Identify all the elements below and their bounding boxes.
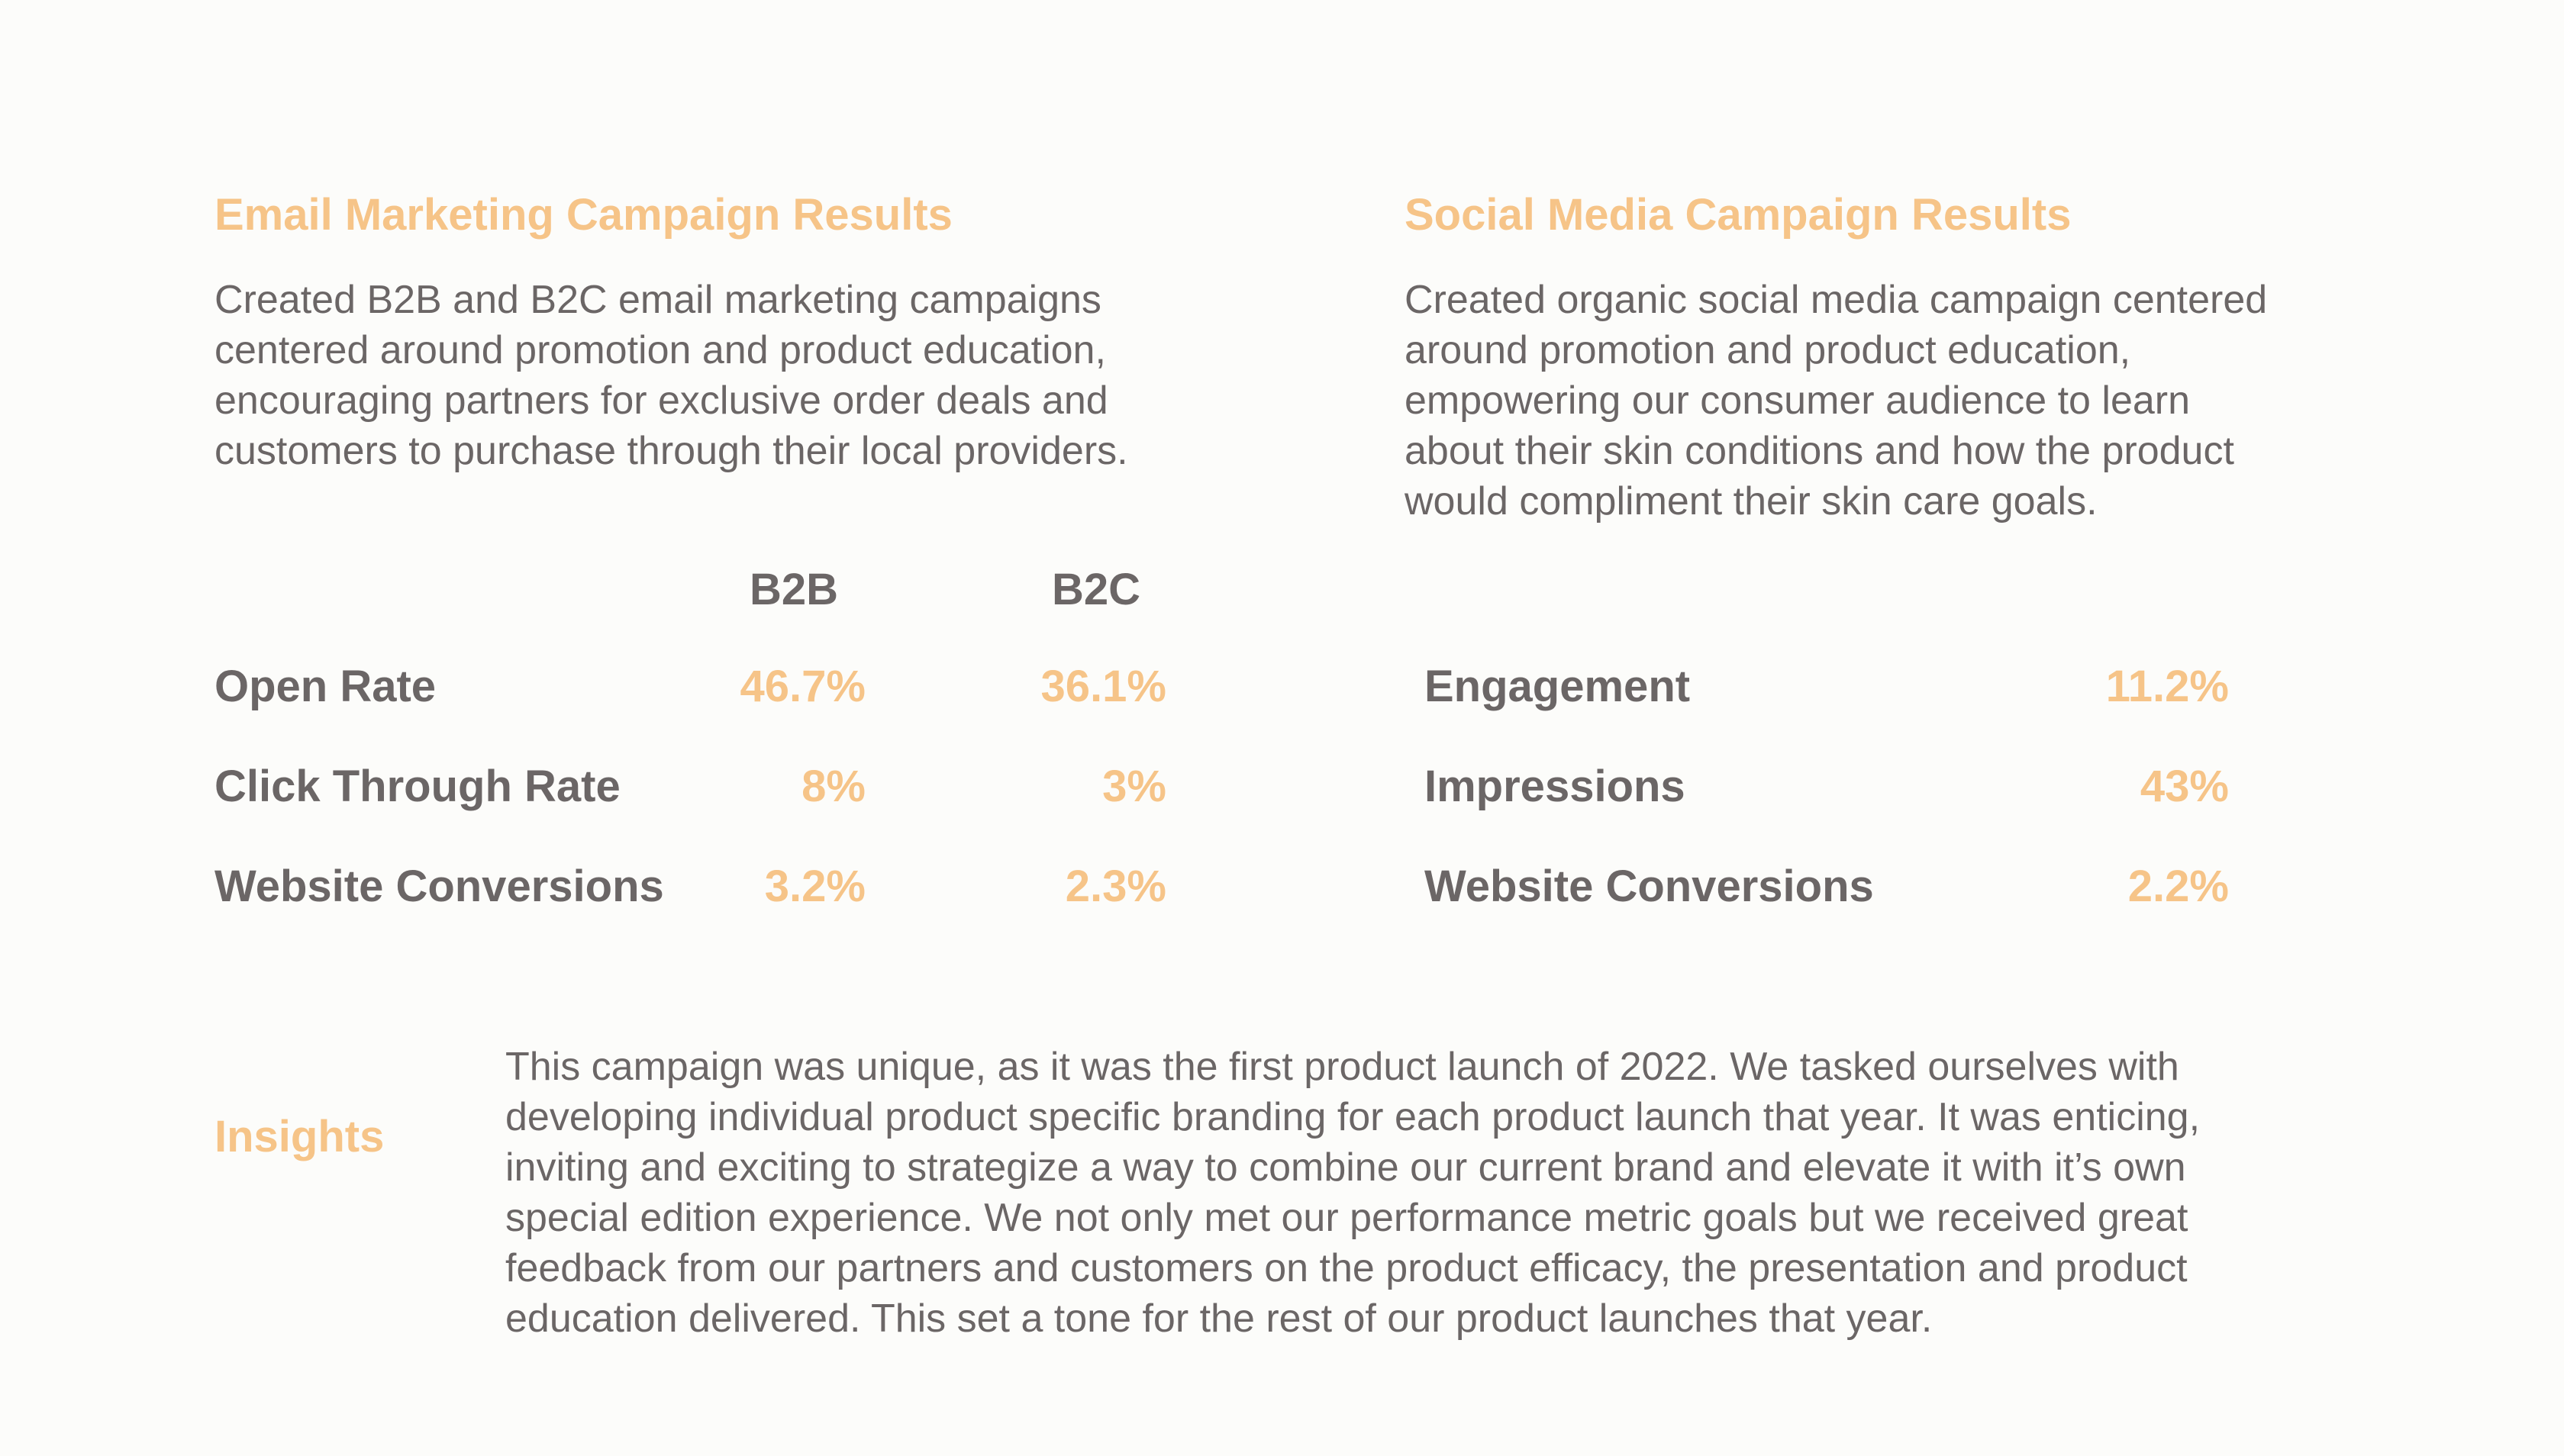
- email-description-line: Created B2B and B2C email marketing camp…: [214, 278, 1101, 322]
- email-b2b-value: 46.7%: [740, 662, 866, 711]
- social-row-value: 43%: [2140, 762, 2229, 811]
- insights-line: education delivered. This set a tone for…: [505, 1297, 1933, 1341]
- social-description-line: about their skin conditions and how the …: [1405, 429, 2234, 473]
- email-section-title: Email Marketing Campaign Results: [214, 190, 953, 240]
- social-description: Created organic social media campaign ce…: [1405, 275, 2267, 527]
- insights-line: developing individual product specific b…: [505, 1095, 2201, 1139]
- column-header-b2c: B2C: [1051, 565, 1141, 614]
- email-b2c-value: 36.1%: [1040, 662, 1166, 711]
- social-description-line: Created organic social media campaign ce…: [1405, 278, 2268, 322]
- column-header-b2b: B2B: [749, 565, 839, 614]
- social-description-line: around promotion and product education,: [1405, 328, 2131, 372]
- social-row-value: 11.2%: [2105, 662, 2229, 711]
- email-row-label: Click Through Rate: [214, 762, 621, 811]
- email-b2c-value: 3%: [1102, 762, 1166, 811]
- insights-line: This campaign was unique, as it was the …: [505, 1045, 2179, 1089]
- social-row-value: 2.2%: [2127, 862, 2229, 911]
- email-description-line: encouraging partners for exclusive order…: [214, 378, 1108, 423]
- insights-line: feedback from our partners and customers…: [505, 1246, 2188, 1290]
- social-row-label: Engagement: [1424, 662, 1691, 711]
- social-description-line: would compliment their skin care goals.: [1405, 479, 2098, 523]
- email-row-label: Website Conversions: [214, 862, 664, 911]
- insights-line: special edition experience. We not only …: [505, 1196, 2188, 1240]
- email-description-line: customers to purchase through their loca…: [214, 429, 1128, 473]
- insights-text: This campaign was unique, as it was the …: [505, 1042, 2200, 1344]
- insights-title: Insights: [214, 1112, 385, 1161]
- email-row-label: Open Rate: [214, 662, 437, 711]
- email-description: Created B2B and B2C email marketing camp…: [214, 275, 1128, 476]
- social-section-title: Social Media Campaign Results: [1405, 190, 2072, 240]
- email-b2c-value: 2.3%: [1065, 862, 1166, 911]
- social-description-line: empowering our consumer audience to lear…: [1405, 378, 2191, 423]
- email-b2b-value: 3.2%: [764, 862, 866, 911]
- social-row-label: Website Conversions: [1424, 862, 1874, 911]
- insights-line: inviting and exciting to strategize a wa…: [505, 1145, 2186, 1190]
- email-b2b-value: 8%: [801, 762, 866, 811]
- email-description-line: centered around promotion and product ed…: [214, 328, 1106, 372]
- social-row-label: Impressions: [1424, 762, 1685, 811]
